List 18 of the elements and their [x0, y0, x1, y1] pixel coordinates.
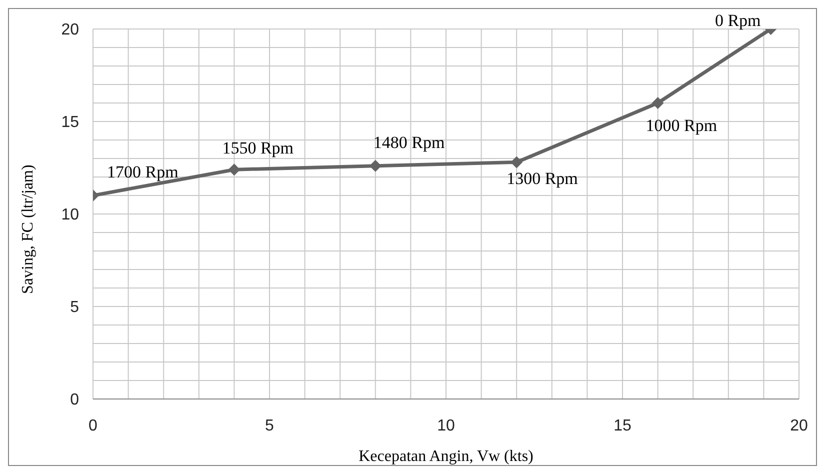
x-axis-title: Kecepatan Angin, Vw (kts)	[358, 448, 534, 465]
x-tick-label: 5	[265, 417, 274, 434]
x-tick-label: 20	[790, 417, 808, 434]
annotation: 1000 Rpm	[646, 116, 718, 135]
annotation: 0 Rpm	[714, 11, 761, 30]
x-tick-label: 15	[614, 417, 632, 434]
annotation: 1300 Rpm	[506, 169, 578, 188]
y-tick-label: 15	[61, 114, 80, 132]
annotation: 1480 Rpm	[373, 132, 445, 152]
y-tick-label: 0	[70, 392, 80, 409]
annotation: 1700 Rpm	[107, 162, 178, 182]
y-axis-title: Saving, FC (ltr/jam)	[20, 164, 37, 294]
x-tick-label: 10	[437, 417, 455, 434]
y-tick-label: 10	[61, 206, 80, 224]
x-tick-label: 0	[88, 417, 98, 434]
annotation: 1550 Rpm	[222, 138, 294, 158]
y-tick-label: 5	[70, 299, 80, 316]
y-tick-label: 20	[61, 22, 80, 39]
